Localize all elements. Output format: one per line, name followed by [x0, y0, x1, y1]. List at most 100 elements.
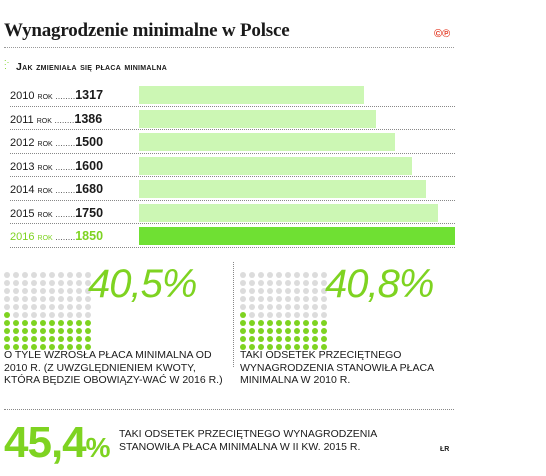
- waffle-dot: [85, 312, 91, 318]
- waffle-dot: [249, 336, 255, 342]
- waffle-dot: [267, 328, 273, 334]
- tick-label-suffix: ROK: [37, 211, 53, 219]
- waffle-dot: [276, 344, 282, 350]
- waffle-dot: [22, 288, 28, 294]
- waffle-dot: [31, 320, 37, 326]
- waffle-dot: [13, 304, 19, 310]
- bar-label-2010: 2010 ROK ........1317: [10, 88, 103, 102]
- bar-2015: [139, 203, 438, 222]
- waffle-dot: [85, 344, 91, 350]
- leader-dots: ........: [52, 161, 76, 172]
- waffle-dot: [58, 304, 64, 310]
- waffle-dot: [58, 328, 64, 334]
- bar-label-2012: 2012 ROK ........1500: [10, 135, 103, 149]
- waffle-dot: [76, 304, 82, 310]
- waffle-dot: [276, 304, 282, 310]
- waffle-dot: [49, 280, 55, 286]
- waffle-dot: [249, 344, 255, 350]
- waffle-dot: [303, 312, 309, 318]
- waffle-dot: [76, 288, 82, 294]
- waffle-dot: [49, 296, 55, 302]
- waffle-dot: [276, 312, 282, 318]
- waffle-dot: [267, 288, 273, 294]
- bar-2011: [139, 109, 376, 128]
- waffle-dot: [85, 320, 91, 326]
- bar-label-2015: 2015 ROK ........1750: [10, 206, 103, 220]
- waffle-dot: [31, 288, 37, 294]
- waffle-dot: [303, 328, 309, 334]
- waffle-dot: [258, 336, 264, 342]
- waffle-dot: [13, 344, 19, 350]
- waffle-dot: [312, 312, 318, 318]
- waffle-dot: [285, 344, 291, 350]
- waffle-dot: [240, 296, 246, 302]
- leader-dots: ........: [52, 138, 76, 148]
- waffle-dot: [4, 336, 10, 342]
- leader-dots: ........: [51, 114, 75, 125]
- tick-label-suffix: ROK: [37, 188, 53, 195]
- waffle-dot: [312, 272, 318, 278]
- waffle-dot: [258, 280, 264, 286]
- waffle-dot: [76, 272, 82, 278]
- waffle-dot: [240, 344, 246, 350]
- waffle-dot: [267, 344, 273, 350]
- waffle-dot: [31, 336, 37, 342]
- waffle-dot: [240, 320, 246, 326]
- waffle-dot: [267, 296, 273, 302]
- waffle-dot: [85, 336, 91, 342]
- waffle-dot: [31, 312, 37, 318]
- data-label: 1750: [75, 205, 104, 220]
- waffle-chart-growth: [4, 272, 93, 351]
- waffle-dot: [4, 280, 10, 286]
- data-label: 1850: [75, 229, 104, 243]
- waffle-dot: [4, 320, 10, 326]
- waffle-dot: [49, 272, 55, 278]
- chart-subtitle: Jak zmieniała się płaca minimalna: [16, 61, 167, 73]
- waffle-dot: [22, 328, 28, 334]
- waffle-dot: [76, 320, 82, 326]
- waffle-dot: [321, 344, 327, 350]
- data-label: 1317: [75, 88, 104, 102]
- waffle-dot: [22, 304, 28, 310]
- waffle-dot: [76, 328, 82, 334]
- waffle-dot: [321, 272, 327, 278]
- waffle-dot: [40, 336, 46, 342]
- waffle-dot: [76, 344, 82, 350]
- waffle-dot: [294, 280, 300, 286]
- waffle-dot: [13, 288, 19, 294]
- waffle-dot: [13, 272, 19, 278]
- waffle-dot: [22, 312, 28, 318]
- stat-growth-value: 40,5%: [88, 262, 197, 306]
- waffle-dot: [321, 280, 327, 286]
- waffle-dot: [40, 296, 46, 302]
- waffle-dot: [85, 304, 91, 310]
- waffle-dot: [22, 320, 28, 326]
- waffle-dot: [85, 288, 91, 294]
- waffle-dot: [67, 312, 73, 318]
- dots-icon: :· ·: [4, 57, 10, 73]
- waffle-dot: [13, 312, 19, 318]
- waffle-dot: [49, 320, 55, 326]
- waffle-dot: [85, 328, 91, 334]
- waffle-dot: [249, 320, 255, 326]
- bar-label-2016: 2016 ROK ........1850: [10, 229, 103, 243]
- waffle-dot: [321, 296, 327, 302]
- waffle-dot: [285, 320, 291, 326]
- bottom-stat-number: 45,4: [4, 418, 87, 467]
- waffle-dot: [321, 336, 327, 342]
- waffle-dot: [321, 304, 327, 310]
- waffle-dot: [4, 272, 10, 278]
- waffle-dot: [285, 312, 291, 318]
- waffle-dot: [4, 296, 10, 302]
- waffle-dot: [285, 288, 291, 294]
- waffle-dot: [67, 344, 73, 350]
- waffle-dot: [22, 272, 28, 278]
- waffle-dot: [13, 336, 19, 342]
- row-divider: [10, 176, 455, 177]
- waffle-dot: [85, 280, 91, 286]
- waffle-dot: [40, 272, 46, 278]
- waffle-dot: [31, 280, 37, 286]
- waffle-dot: [240, 288, 246, 294]
- waffle-dot: [312, 320, 318, 326]
- bar-2013: [139, 156, 413, 175]
